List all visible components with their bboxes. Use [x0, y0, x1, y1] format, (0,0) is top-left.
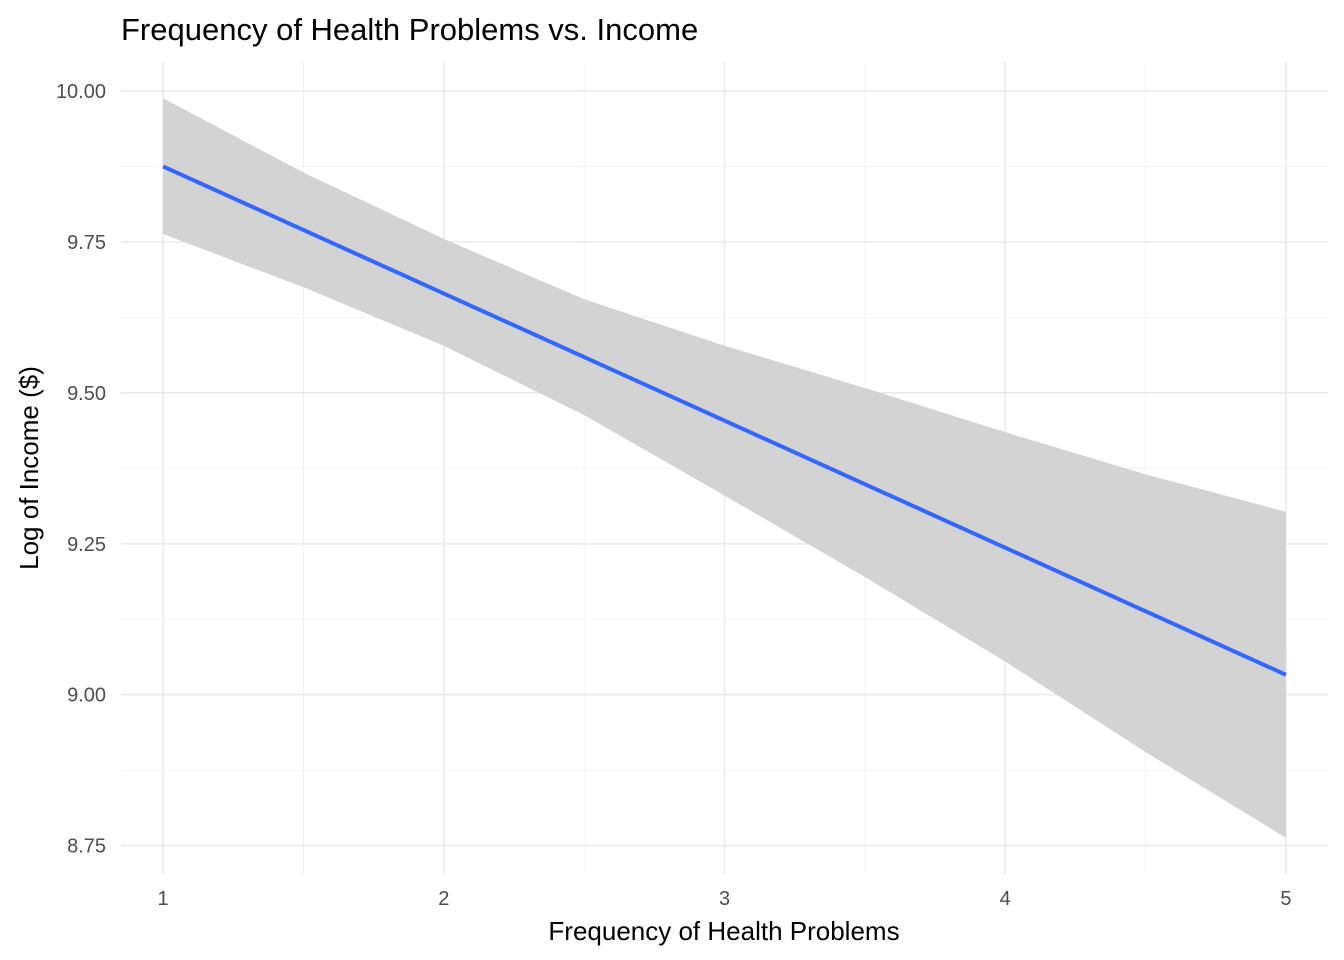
regression-line — [162, 164, 1287, 677]
x-tick-label: 5 — [1280, 888, 1291, 910]
y-tick-label: 9.50 — [67, 383, 106, 405]
x-tick-label: 4 — [1000, 888, 1011, 910]
confidence-band — [163, 98, 1286, 838]
y-tick-label: 9.00 — [67, 685, 106, 707]
x-tick-label: 1 — [158, 888, 169, 910]
y-tick-label: 8.75 — [67, 836, 106, 858]
y-tick-label: 9.75 — [67, 232, 106, 254]
x-tick-labels: 1 2 3 4 5 — [158, 888, 1292, 910]
y-tick-label: 9.25 — [67, 534, 106, 556]
x-tick-label: 2 — [438, 888, 449, 910]
y-axis-title: Log of Income ($) — [14, 366, 44, 570]
y-tick-labels: 8.75 9.00 9.25 9.50 9.75 10.00 — [56, 81, 106, 858]
x-axis-title: Frequency of Health Problems — [548, 916, 899, 946]
y-tick-label: 10.00 — [56, 81, 106, 103]
chart-title: Frequency of Health Problems vs. Income — [121, 12, 698, 47]
x-tick-label: 3 — [719, 888, 730, 910]
